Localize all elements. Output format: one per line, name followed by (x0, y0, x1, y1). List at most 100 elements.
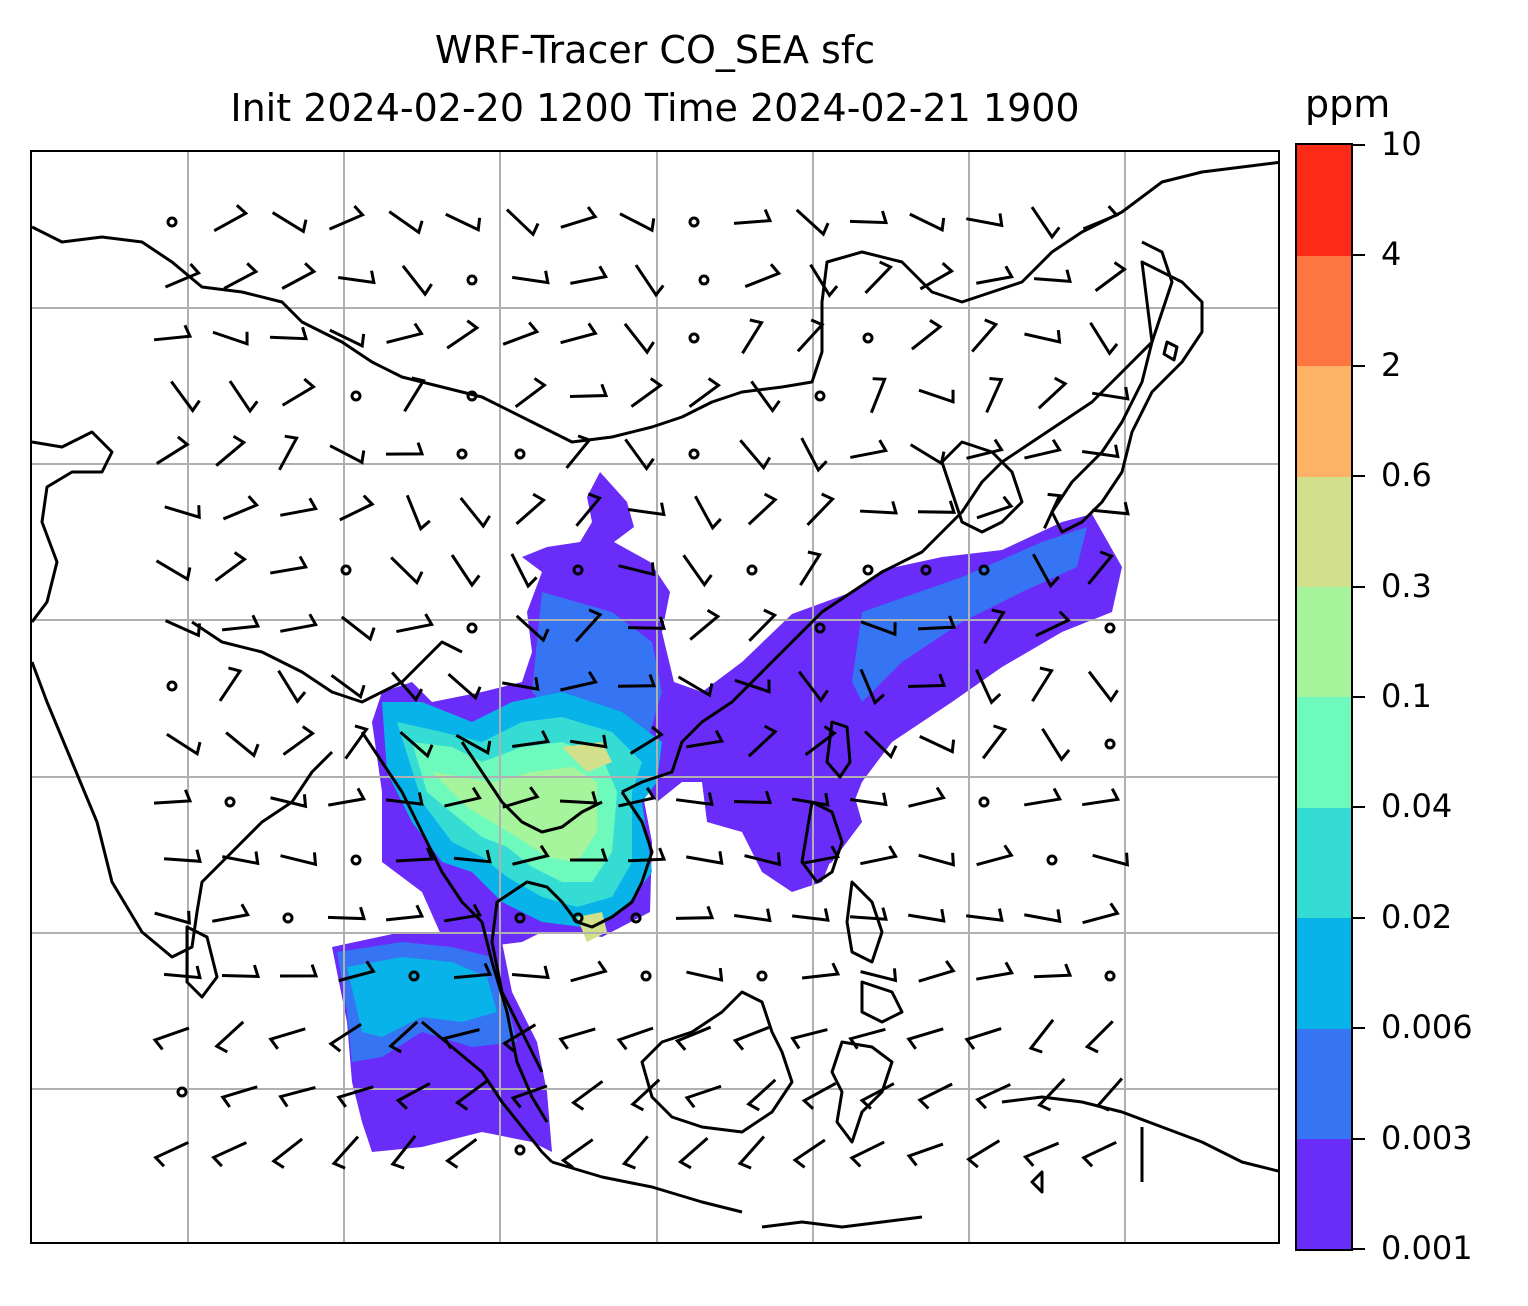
tracer-region-philippines (772, 782, 862, 882)
wind-barb (860, 845, 898, 866)
wind-barb (918, 960, 956, 983)
wind-barb (627, 616, 667, 630)
wind-barb (629, 725, 664, 755)
wind-barb (395, 1082, 431, 1110)
wind-barb (395, 847, 435, 863)
colorbar-segment (1297, 1138, 1351, 1250)
wind-barb (570, 960, 608, 983)
wind-barb (155, 559, 192, 582)
wind-barb (747, 492, 778, 526)
wind-barb (450, 554, 481, 588)
wind-barb (909, 212, 946, 233)
calm-marker (1046, 854, 1058, 866)
wind-barb (453, 962, 493, 980)
wind-barb (981, 724, 1008, 760)
wind-barb (455, 733, 492, 756)
wind-barb (1037, 376, 1068, 410)
wind-barb (1041, 727, 1071, 762)
wind-barb (445, 212, 482, 232)
colorbar-tick-mark (1353, 1248, 1365, 1250)
wind-barb (906, 1142, 944, 1167)
calm-marker (282, 912, 294, 924)
wind-barb (515, 614, 550, 643)
wind-barb (154, 910, 191, 925)
wind-barb (163, 965, 202, 980)
colorbar-tick-mark (1353, 1027, 1365, 1030)
wind-barb (560, 671, 598, 692)
calm-marker (688, 332, 700, 344)
calm-marker (166, 216, 178, 228)
wind-barb (453, 849, 492, 864)
wind-barb (270, 794, 308, 809)
wind-barb (976, 961, 1015, 981)
colorbar-tick-mark (1353, 806, 1365, 809)
wind-barb (908, 786, 946, 808)
wind-barb (750, 380, 781, 414)
colorbar-tick-label: 0.3 (1381, 566, 1432, 605)
wind-barb (910, 319, 943, 351)
map-panel (30, 150, 1280, 1244)
calm-marker (814, 390, 826, 402)
wind-barb (627, 502, 666, 517)
wind-barb (390, 556, 424, 586)
wind-barb (1030, 206, 1061, 240)
wind-barb (560, 206, 598, 229)
wind-barb (682, 554, 713, 588)
calm-marker (166, 680, 178, 692)
colorbar-tick-mark (1353, 364, 1365, 367)
wind-barb (675, 792, 714, 807)
wind-barb (919, 262, 955, 291)
wind-barb (917, 500, 957, 514)
wind-barb (218, 666, 243, 702)
wind-barb (212, 330, 249, 346)
wind-barb (741, 318, 764, 355)
wind-barb (399, 730, 434, 759)
wind-barb (859, 668, 885, 706)
wind-barb (964, 1027, 1002, 1050)
wind-barb (570, 1080, 604, 1111)
wind-barb (1032, 553, 1060, 589)
wind-barb (917, 1082, 953, 1110)
wind-barb (170, 380, 201, 414)
colorbar-tick-label: 0.001 (1381, 1229, 1473, 1267)
wind-barb (278, 434, 299, 471)
wind-barb (277, 669, 307, 704)
wind-barb (329, 328, 366, 349)
wind-barb (799, 550, 823, 587)
wind-barb (511, 270, 550, 285)
tracer-region-hotspot (562, 742, 612, 772)
wind-barb (502, 786, 540, 809)
wind-barb (1024, 438, 1062, 460)
wind-barb (976, 495, 1014, 520)
wind-barb (565, 434, 592, 469)
map-subtitle: Init 2024-02-20 1200 Time 2024-02-21 190… (230, 86, 1080, 130)
wind-barb (624, 438, 655, 472)
wind-barb (1094, 261, 1128, 292)
wind-barb (280, 613, 319, 633)
wind-barb (510, 1084, 548, 1109)
colorbar-tick-mark (1353, 916, 1365, 919)
wind-barb (505, 208, 540, 237)
calm-marker (456, 448, 468, 460)
colorbar-tick-mark (1353, 696, 1365, 698)
wind-barb (270, 555, 309, 575)
calm-marker (340, 564, 352, 576)
colorbar-tick-label: 0.1 (1381, 677, 1432, 715)
wind-barb (804, 725, 837, 757)
wind-barb (328, 787, 367, 807)
calm-marker (176, 1086, 188, 1098)
wind-barb (271, 1137, 304, 1169)
wind-barb (560, 322, 598, 345)
wind-barb (446, 319, 480, 350)
wind-barb (800, 437, 828, 473)
wind-barb (220, 1085, 258, 1108)
calm-wind-markers (166, 216, 1116, 1156)
colorbar-tick-label: 2 (1381, 345, 1402, 384)
wind-barb (153, 789, 193, 805)
wind-barb (269, 326, 309, 341)
calm-marker (466, 622, 478, 634)
wind-barb (1043, 492, 1062, 529)
wind-barb (391, 671, 424, 703)
wind-barb (396, 613, 434, 634)
wind-barb (502, 677, 540, 691)
